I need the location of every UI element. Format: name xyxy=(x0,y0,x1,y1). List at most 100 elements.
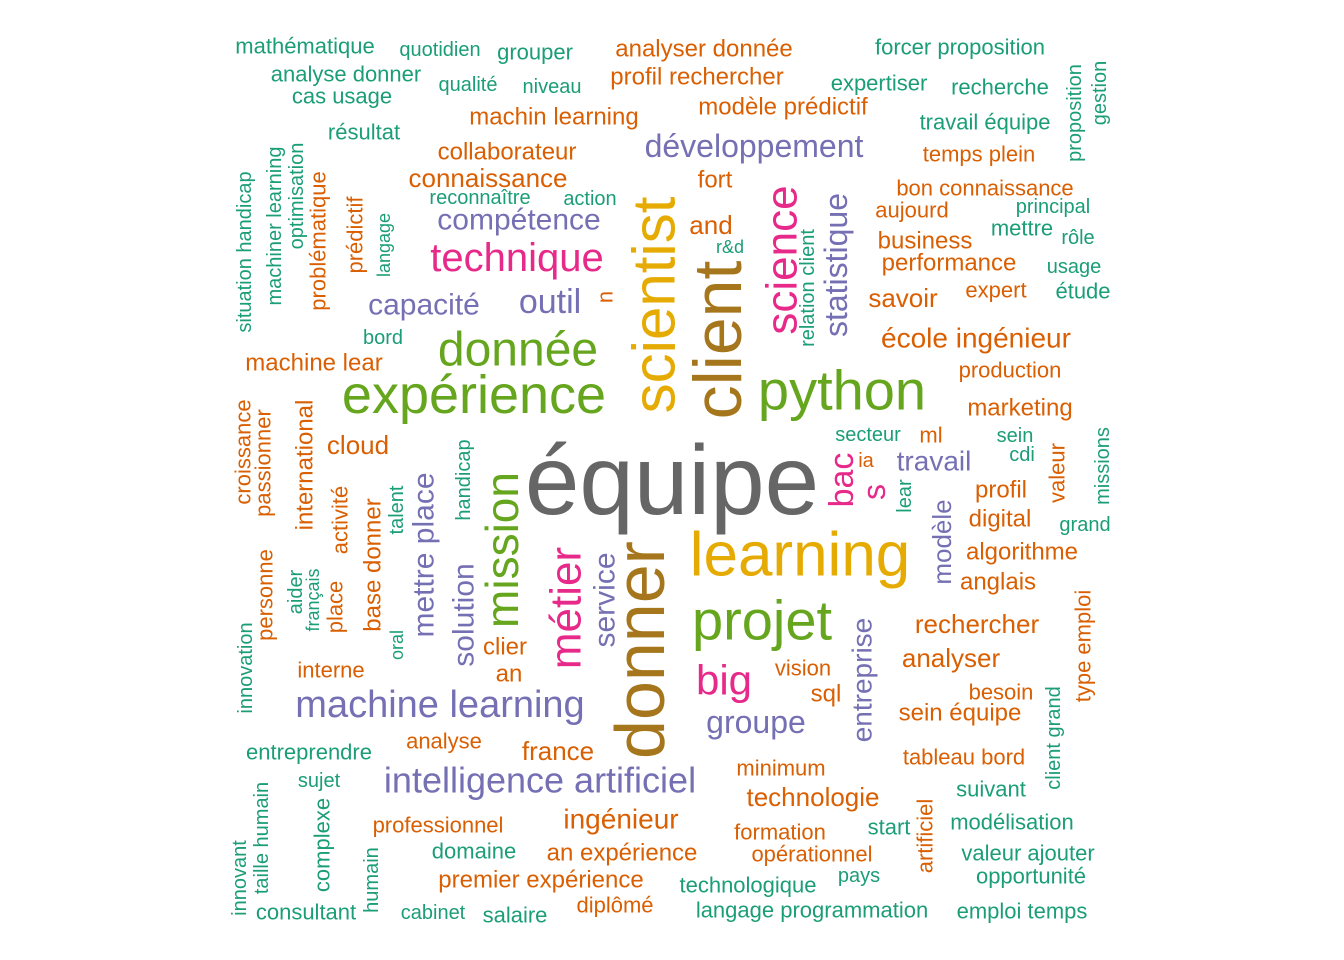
word-python: python xyxy=(758,359,926,422)
word-learning: learning xyxy=(690,521,911,590)
word-langage-programmation: langage programmation xyxy=(696,898,928,923)
word-innovation: innovation xyxy=(235,622,257,713)
word-vision: vision xyxy=(775,656,831,681)
word-oral: oral xyxy=(387,630,407,660)
word-donner: donner xyxy=(601,541,679,759)
word-equipe: équipe xyxy=(525,425,819,535)
word-statistique: statistique xyxy=(818,193,854,337)
word-expert: expert xyxy=(965,278,1026,303)
word-humain: humain xyxy=(361,847,383,913)
word-suivant: suivant xyxy=(956,777,1026,802)
word-mission: mission xyxy=(476,472,528,628)
word-business: business xyxy=(878,228,973,255)
word-big: big xyxy=(696,657,752,704)
word-grouper: grouper xyxy=(497,40,573,65)
word-quotidien: quotidien xyxy=(399,39,480,61)
word-usage: usage xyxy=(1047,256,1102,278)
word-scientist: scientist xyxy=(621,196,688,413)
word-valeur-ajouter: valeur ajouter xyxy=(961,841,1094,866)
word-connaissance: connaissance xyxy=(409,163,568,193)
word-operationnel: opérationnel xyxy=(751,842,872,867)
word-randd: r&d xyxy=(716,237,744,257)
word-emploi-temps: emploi temps xyxy=(957,899,1088,924)
word-fort: fort xyxy=(698,167,733,194)
word-digital: digital xyxy=(969,506,1032,533)
word-service: service xyxy=(589,552,622,647)
word-savoir: savoir xyxy=(868,283,938,313)
word-lear: lear xyxy=(894,479,916,513)
word-machin-learning: machin learning xyxy=(469,104,638,131)
word-cabinet: cabinet xyxy=(401,902,466,924)
word-personne: personne xyxy=(253,549,278,641)
word-modele: modèle xyxy=(927,499,957,584)
word-outil: outil xyxy=(519,283,581,321)
word-bac: bac xyxy=(823,453,861,508)
word-collaborateur: collaborateur xyxy=(438,139,577,166)
word-etude: étude xyxy=(1055,279,1110,304)
word-artificiel: artificiel xyxy=(913,799,938,874)
word-missions: missions xyxy=(1092,427,1114,505)
word-premier-experience: premier expérience xyxy=(438,867,643,894)
word-situation-handicap: situation handicap xyxy=(234,171,256,332)
word-type-emploi: type emploi xyxy=(1071,590,1096,703)
word-aujourd: aujourd xyxy=(875,198,948,223)
word-technique: technique xyxy=(430,236,603,280)
word-international: international xyxy=(292,400,319,531)
word-machiner-learning: machiner learning xyxy=(264,147,286,306)
word-minimum: minimum xyxy=(736,756,825,781)
word-sein-equipe: sein équipe xyxy=(899,700,1022,727)
word-interne: interne xyxy=(297,658,364,683)
word-ingenieur: ingénieur xyxy=(563,804,678,835)
word-valeur: valeur xyxy=(1045,443,1070,503)
word-bon-connaissance: bon connaissance xyxy=(896,176,1073,201)
word-action: action xyxy=(563,188,616,210)
word-passionner: passionner xyxy=(251,409,276,517)
word-pays: pays xyxy=(838,865,880,887)
word-intelligence-artificiel: intelligence artificiel xyxy=(384,760,696,801)
word-analyse-donner: analyse donner xyxy=(271,62,421,87)
word-reconnaitre: reconnaître xyxy=(429,187,530,209)
word-rechercher: rechercher xyxy=(915,609,1040,639)
word-taille-humain: taille humain xyxy=(251,782,273,894)
word-temps-plein: temps plein xyxy=(923,142,1036,167)
word-place: place xyxy=(323,581,348,634)
word-analyser-donnee: analyser donnée xyxy=(615,36,792,63)
word-anglais: anglais xyxy=(960,569,1036,596)
word-competence: compétence xyxy=(437,204,600,237)
word-modele-predictif: modèle prédictif xyxy=(698,94,868,121)
word-n: n xyxy=(593,291,618,303)
word-besoin: besoin xyxy=(969,680,1034,705)
word-recherche: recherche xyxy=(951,75,1049,100)
word-ia: ia xyxy=(858,450,874,472)
word-secteur: secteur xyxy=(835,424,901,446)
word-croissance: croissance xyxy=(231,399,256,504)
word-client-grand: client grand xyxy=(1043,686,1065,789)
word-domaine: domaine xyxy=(432,839,516,864)
word-formation: formation xyxy=(734,820,826,845)
word-opportunite: opportunité xyxy=(976,864,1086,889)
word-mettre: mettre xyxy=(991,216,1053,241)
word-handicap: handicap xyxy=(453,439,475,520)
word-forcer-proposition: forcer proposition xyxy=(875,35,1045,60)
word-clier: clier xyxy=(483,634,527,661)
word-resultat: résultat xyxy=(328,120,400,145)
word-qualite: qualité xyxy=(439,74,498,96)
word-problematique: problématique xyxy=(306,171,331,310)
word-activite: activité xyxy=(328,486,353,554)
word-cloud: cloud xyxy=(327,430,389,460)
word-aider: aider xyxy=(285,569,307,614)
word-analyse: analyse xyxy=(406,729,482,754)
word-langage: langage xyxy=(374,213,394,277)
word-niveau: niveau xyxy=(523,76,582,98)
word-developpement: développement xyxy=(645,128,864,164)
word-cdi: cdi xyxy=(1009,444,1035,466)
word-technologie: technologie xyxy=(747,782,880,812)
word-mettre-place: mettre place xyxy=(408,472,441,637)
word-predictif: prédictif xyxy=(343,196,368,274)
word-bord: bord xyxy=(363,327,403,349)
word-analyser: analyser xyxy=(902,643,1001,673)
word-donnee: donnée xyxy=(438,324,598,377)
word-proposition: proposition xyxy=(1064,64,1086,162)
word-sujet: sujet xyxy=(298,770,341,792)
